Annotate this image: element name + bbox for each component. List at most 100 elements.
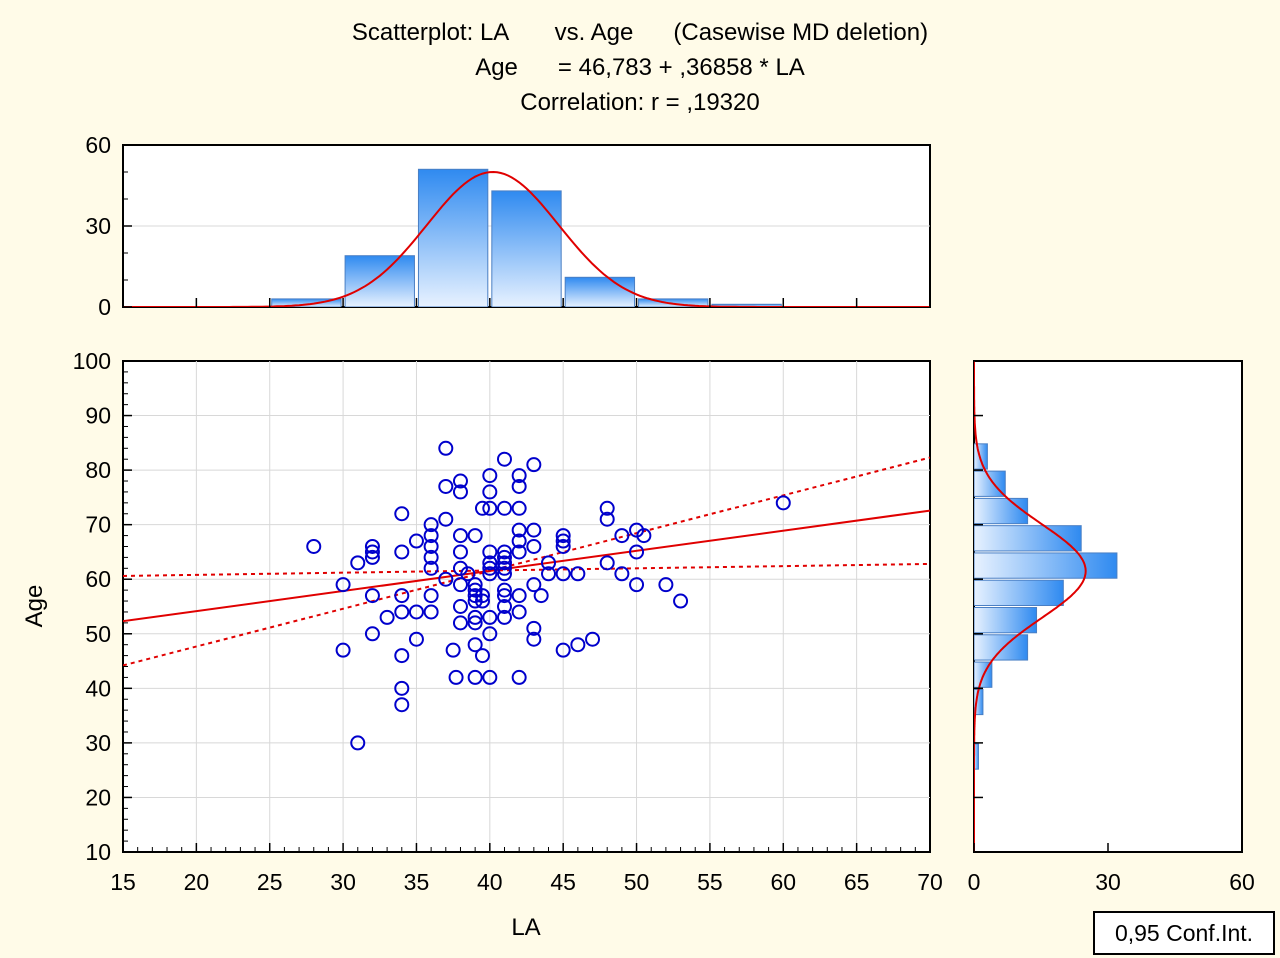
- scatter-point: [496, 566, 512, 582]
- top-histogram-bar: [344, 255, 415, 307]
- scatter-point: [511, 468, 527, 484]
- scatter-point: [496, 588, 512, 604]
- scatter-point: [599, 511, 615, 527]
- chart-title: Scatterplot: LA vs. Age (Casewise MD del…: [352, 19, 928, 116]
- scatter-point: [474, 500, 490, 516]
- scatter-point: [467, 577, 483, 593]
- right-x-tick-label: 30: [1095, 869, 1121, 895]
- x-tick-label: 15: [110, 869, 136, 895]
- scatter-point: [408, 604, 424, 620]
- y-tick-label: 100: [73, 348, 111, 374]
- scatter-point: [408, 631, 424, 647]
- scatter-point: [394, 544, 410, 560]
- regression-line: [123, 509, 930, 623]
- x-tick-label: 40: [477, 869, 503, 895]
- right-histogram-bar: [974, 497, 1029, 525]
- scatter-point: [408, 533, 424, 549]
- scatter-point: [526, 538, 542, 554]
- scatter-point: [306, 538, 322, 554]
- scatter-point: [636, 528, 652, 544]
- scatter-point: [599, 555, 615, 571]
- scatter-point: [350, 735, 366, 751]
- scatter-point: [482, 626, 498, 642]
- legend-conf-int-label: 0,95 Conf.Int.: [1115, 920, 1253, 946]
- scatter-point: [555, 528, 571, 544]
- scatter-point: [452, 599, 468, 614]
- right-histogram-bar: [974, 743, 979, 770]
- scatter-point: [364, 544, 380, 560]
- scatter-point: [511, 522, 527, 538]
- scatter-point: [423, 588, 439, 604]
- scatter-point: [511, 533, 527, 549]
- scatter-point: [474, 593, 490, 609]
- top-y-tick-label: 60: [85, 132, 111, 158]
- scatter-point: [526, 620, 542, 636]
- scatter-point: [541, 566, 557, 582]
- confidence-line-upper: [123, 456, 930, 667]
- scatter-point: [526, 522, 542, 538]
- scatter-point: [438, 440, 454, 456]
- scatter-point: [460, 566, 476, 582]
- x-tick-label: 60: [770, 869, 796, 895]
- y-axis-label: Age: [21, 585, 48, 628]
- y-tick-label: 90: [85, 403, 111, 429]
- x-tick-label: 35: [404, 869, 430, 895]
- y-tick-label: 30: [85, 730, 111, 756]
- title-line-1: Scatterplot: LA vs. Age (Casewise MD del…: [352, 19, 928, 46]
- scatter-point: [482, 560, 498, 576]
- scatter-point: [482, 544, 498, 560]
- scatter-point: [496, 609, 512, 625]
- scatter-point: [423, 538, 439, 554]
- scatter-point: [496, 560, 512, 576]
- right-x-tick-label: 0: [968, 869, 981, 895]
- scatter-point: [364, 549, 380, 565]
- scatter-point: [496, 544, 512, 560]
- scatter-point: [438, 511, 454, 527]
- top-histogram: 0 30 60: [85, 132, 931, 320]
- scatter-point: [423, 517, 439, 533]
- scatter-point: [526, 631, 542, 647]
- right-histogram-frame: [973, 360, 1243, 853]
- x-tick-label: 30: [330, 869, 356, 895]
- top-y-tick-label: 30: [85, 213, 111, 239]
- scatter-point: [335, 642, 351, 658]
- scatter-point: [452, 577, 468, 593]
- scatter-point: [511, 669, 527, 685]
- right-histogram: 0 30 60: [968, 360, 1255, 895]
- scatter-point: [511, 500, 527, 516]
- x-tick-label: 20: [184, 869, 210, 895]
- scatter-point: [629, 544, 645, 560]
- scatter-point: [423, 528, 439, 544]
- title-line-2: Age = 46,783 + ,36858 * LA: [475, 54, 805, 81]
- scatter-point: [511, 588, 527, 604]
- scatter-point: [614, 566, 630, 582]
- scatter-point: [555, 533, 571, 549]
- x-tick-label: 65: [844, 869, 870, 895]
- scatter-point: [394, 648, 410, 664]
- scatter-point: [350, 555, 366, 571]
- scatter-point: [570, 566, 586, 582]
- scatter-point: [423, 604, 439, 620]
- scatter-point: [445, 642, 461, 658]
- right-normal-curve: [974, 361, 1087, 852]
- scatter-point: [364, 588, 380, 604]
- scatter-point: [467, 528, 483, 544]
- scatter-point: [629, 577, 645, 593]
- confidence-line-lower: [123, 562, 930, 577]
- scatter-point: [438, 571, 454, 587]
- scatter-point: [423, 549, 439, 565]
- y-tick-label: 10: [85, 839, 111, 865]
- scatter-point: [496, 549, 512, 565]
- scatter-point: [452, 615, 468, 631]
- scatter-point: [482, 566, 498, 582]
- scatter-point: [364, 626, 380, 642]
- scatter-point: [673, 593, 689, 609]
- top-histogram-bar: [491, 190, 562, 307]
- scatter-point: [474, 588, 490, 604]
- scatter-point: [570, 637, 586, 653]
- right-histogram-bar: [974, 579, 1064, 607]
- scatter-point: [467, 615, 483, 631]
- scatter-point: [482, 468, 498, 484]
- scatter-point: [496, 500, 512, 516]
- scatter-point: [438, 478, 454, 494]
